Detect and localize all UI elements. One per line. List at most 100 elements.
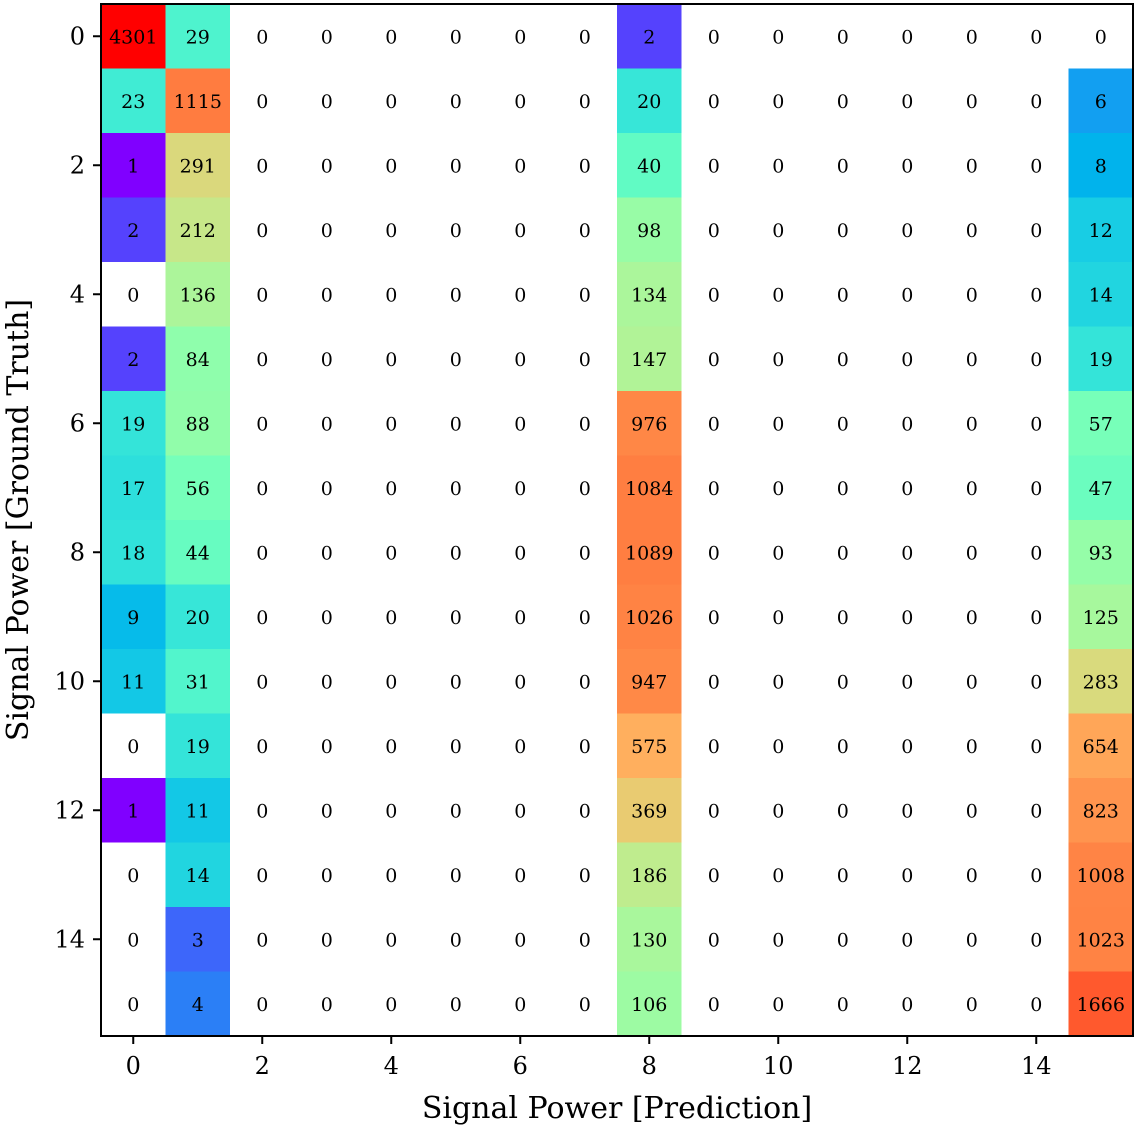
cell-value-r12-c7: 0 bbox=[579, 800, 591, 822]
cell-r11-c7 bbox=[552, 713, 618, 779]
cell-r11-c12 bbox=[875, 713, 941, 779]
cell-r10-c7 bbox=[552, 649, 618, 715]
cell-value-r5-c8: 147 bbox=[631, 349, 667, 371]
cell-r13-c12 bbox=[875, 842, 941, 908]
cell-r10-c2 bbox=[230, 649, 296, 715]
cell-value-r6-c5: 0 bbox=[450, 413, 462, 435]
x-axis-label: Signal Power [Prediction] bbox=[422, 1091, 812, 1126]
cell-r1-c1 bbox=[165, 68, 231, 134]
cell-value-r12-c15: 823 bbox=[1083, 800, 1119, 822]
cell-r6-c13 bbox=[939, 391, 1005, 457]
cell-r9-c0 bbox=[101, 584, 167, 650]
cell-value-r2-c5: 0 bbox=[450, 155, 462, 177]
cell-r3-c8 bbox=[617, 197, 683, 263]
cell-value-r9-c13: 0 bbox=[966, 607, 978, 629]
cell-r8-c15 bbox=[1068, 520, 1134, 586]
cell-value-r11-c3: 0 bbox=[321, 736, 333, 758]
cell-value-r13-c0: 0 bbox=[127, 865, 139, 887]
cell-r4-c5 bbox=[423, 262, 489, 328]
cell-value-r6-c3: 0 bbox=[321, 413, 333, 435]
cell-r4-c0 bbox=[101, 262, 167, 328]
cell-r2-c12 bbox=[875, 133, 941, 199]
cell-value-r13-c8: 186 bbox=[631, 865, 667, 887]
cell-value-r6-c14: 0 bbox=[1030, 413, 1042, 435]
cell-value-r9-c8: 1026 bbox=[625, 607, 673, 629]
cell-value-r3-c14: 0 bbox=[1030, 220, 1042, 242]
cell-r6-c2 bbox=[230, 391, 296, 457]
cell-value-r1-c14: 0 bbox=[1030, 91, 1042, 113]
cell-r5-c0 bbox=[101, 326, 167, 392]
cell-r9-c4 bbox=[359, 584, 425, 650]
cell-value-r6-c2: 0 bbox=[256, 413, 268, 435]
cell-value-r10-c1: 31 bbox=[186, 671, 210, 693]
cell-value-r15-c9: 0 bbox=[708, 994, 720, 1016]
cell-r5-c7 bbox=[552, 326, 618, 392]
cell-value-r13-c3: 0 bbox=[321, 865, 333, 887]
cell-value-r12-c9: 0 bbox=[708, 800, 720, 822]
cell-r7-c2 bbox=[230, 455, 296, 521]
cell-value-r4-c5: 0 bbox=[450, 284, 462, 306]
cell-value-r0-c2: 0 bbox=[256, 26, 268, 48]
cell-r7-c7 bbox=[552, 455, 618, 521]
cell-value-r0-c0: 4301 bbox=[109, 26, 157, 48]
cell-r2-c3 bbox=[294, 133, 360, 199]
cell-r7-c13 bbox=[939, 455, 1005, 521]
cell-value-r7-c11: 0 bbox=[837, 478, 849, 500]
cell-r15-c6 bbox=[488, 971, 554, 1037]
cell-r15-c5 bbox=[423, 971, 489, 1037]
cell-r10-c13 bbox=[939, 649, 1005, 715]
cell-value-r2-c0: 1 bbox=[127, 155, 139, 177]
cell-value-r8-c13: 0 bbox=[966, 542, 978, 564]
cell-r7-c9 bbox=[681, 455, 747, 521]
cell-value-r3-c2: 0 bbox=[256, 220, 268, 242]
cell-value-r8-c7: 0 bbox=[579, 542, 591, 564]
cell-value-r7-c13: 0 bbox=[966, 478, 978, 500]
cell-value-r3-c1: 212 bbox=[180, 220, 216, 242]
cell-value-r15-c10: 0 bbox=[772, 994, 784, 1016]
cell-value-r8-c10: 0 bbox=[772, 542, 784, 564]
cell-r5-c13 bbox=[939, 326, 1005, 392]
cell-value-r15-c14: 0 bbox=[1030, 994, 1042, 1016]
cell-value-r8-c15: 93 bbox=[1089, 542, 1113, 564]
cell-value-r15-c15: 1666 bbox=[1077, 994, 1125, 1016]
cell-r14-c7 bbox=[552, 907, 618, 973]
cell-value-r7-c3: 0 bbox=[321, 478, 333, 500]
cell-value-r1-c1: 1115 bbox=[174, 91, 222, 113]
cell-value-r1-c13: 0 bbox=[966, 91, 978, 113]
cell-r8-c14 bbox=[1004, 520, 1070, 586]
cell-value-r9-c6: 0 bbox=[514, 607, 526, 629]
cell-value-r6-c9: 0 bbox=[708, 413, 720, 435]
cell-r12-c4 bbox=[359, 778, 425, 844]
cell-value-r2-c11: 0 bbox=[837, 155, 849, 177]
cell-value-r12-c4: 0 bbox=[385, 800, 397, 822]
cell-r0-c11 bbox=[810, 4, 876, 70]
cell-r9-c9 bbox=[681, 584, 747, 650]
cell-value-r1-c15: 6 bbox=[1095, 91, 1107, 113]
cell-r0-c4 bbox=[359, 4, 425, 70]
cell-r9-c14 bbox=[1004, 584, 1070, 650]
cell-r6-c0 bbox=[101, 391, 167, 457]
cell-value-r5-c15: 19 bbox=[1089, 349, 1113, 371]
cell-r1-c6 bbox=[488, 68, 554, 134]
cell-r0-c0 bbox=[101, 4, 167, 70]
cell-r10-c8 bbox=[617, 649, 683, 715]
cell-r12-c9 bbox=[681, 778, 747, 844]
cell-r8-c0 bbox=[101, 520, 167, 586]
cell-value-r7-c14: 0 bbox=[1030, 478, 1042, 500]
cell-value-r14-c7: 0 bbox=[579, 929, 591, 951]
cell-value-r13-c14: 0 bbox=[1030, 865, 1042, 887]
cell-value-r5-c10: 0 bbox=[772, 349, 784, 371]
cell-r3-c6 bbox=[488, 197, 554, 263]
cell-value-r1-c8: 20 bbox=[637, 91, 661, 113]
cell-value-r1-c11: 0 bbox=[837, 91, 849, 113]
cell-r2-c4 bbox=[359, 133, 425, 199]
cell-r15-c2 bbox=[230, 971, 296, 1037]
cell-r4-c2 bbox=[230, 262, 296, 328]
cell-r10-c15 bbox=[1068, 649, 1134, 715]
cell-r4-c4 bbox=[359, 262, 425, 328]
cell-value-r12-c11: 0 bbox=[837, 800, 849, 822]
cell-r5-c10 bbox=[746, 326, 812, 392]
cell-value-r7-c9: 0 bbox=[708, 478, 720, 500]
cell-r5-c9 bbox=[681, 326, 747, 392]
cell-r3-c5 bbox=[423, 197, 489, 263]
